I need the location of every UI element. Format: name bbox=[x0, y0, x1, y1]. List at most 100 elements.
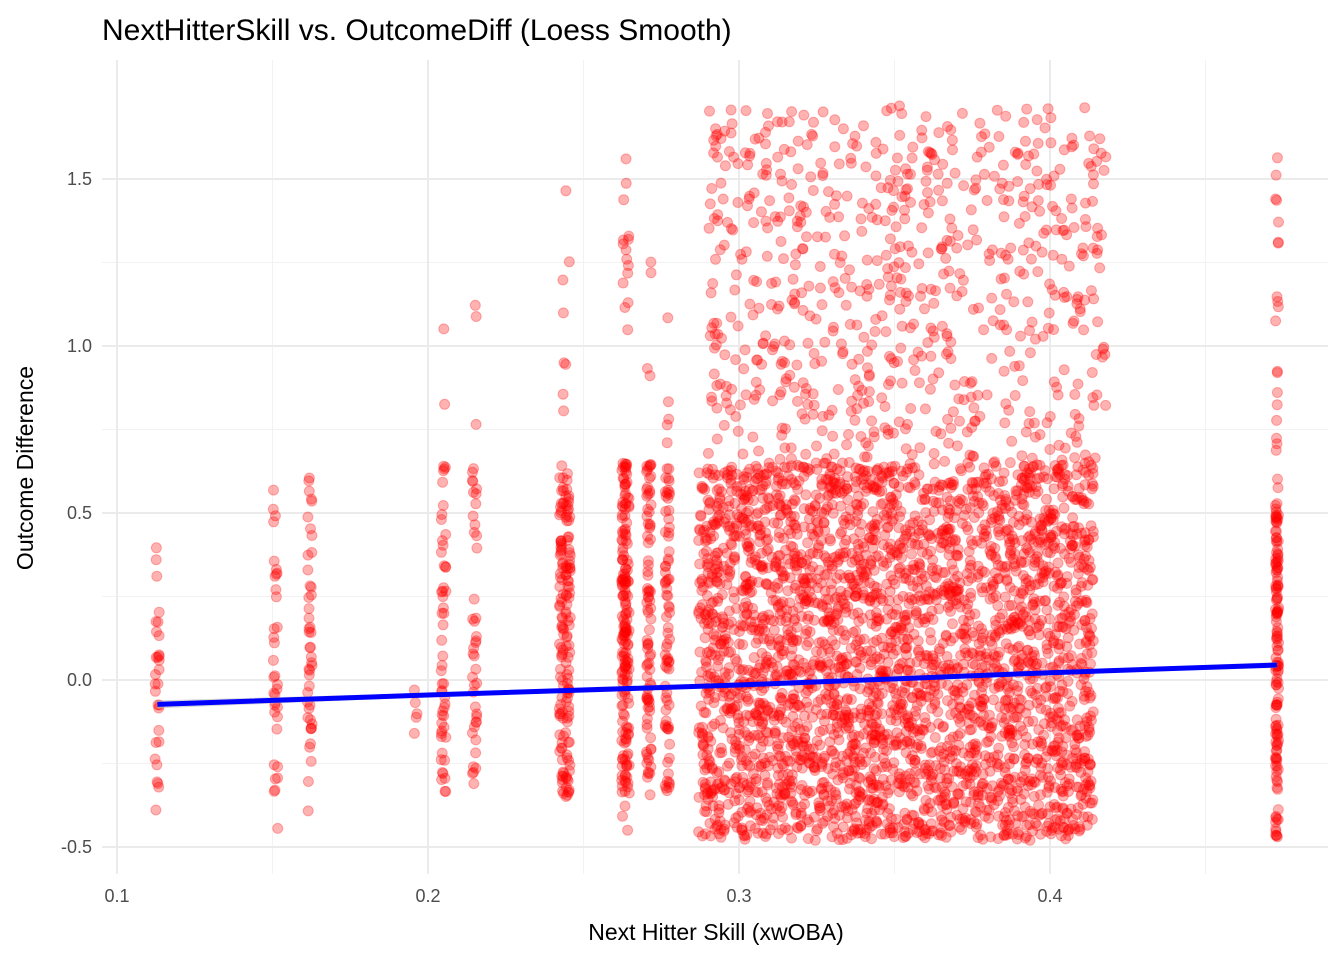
data-point bbox=[617, 574, 629, 586]
data-point bbox=[941, 777, 953, 789]
data-point bbox=[786, 106, 798, 118]
data-point bbox=[933, 532, 945, 544]
data-point bbox=[967, 490, 979, 502]
data-point bbox=[802, 833, 814, 845]
data-point bbox=[644, 518, 656, 530]
data-point bbox=[561, 599, 573, 610]
data-point bbox=[804, 750, 816, 762]
data-point bbox=[782, 470, 794, 482]
data-point bbox=[755, 814, 767, 826]
data-point bbox=[1008, 296, 1020, 308]
data-point bbox=[858, 120, 869, 132]
x-tick-label: 0.1 bbox=[104, 886, 129, 906]
data-point bbox=[946, 134, 958, 146]
data-point bbox=[622, 558, 634, 570]
data-point bbox=[931, 564, 943, 576]
data-point bbox=[833, 211, 845, 223]
data-point bbox=[879, 401, 891, 412]
data-point bbox=[802, 337, 814, 349]
data-point bbox=[789, 259, 801, 271]
data-point bbox=[1069, 408, 1081, 420]
data-point bbox=[642, 752, 654, 764]
data-point bbox=[662, 492, 674, 504]
data-point bbox=[707, 472, 719, 484]
data-point bbox=[820, 693, 832, 705]
data-point bbox=[817, 167, 829, 179]
data-point bbox=[702, 743, 714, 755]
data-point bbox=[1032, 137, 1044, 149]
data-point bbox=[641, 719, 653, 730]
data-point bbox=[719, 160, 731, 172]
data-point bbox=[437, 705, 449, 717]
data-point bbox=[468, 642, 480, 654]
data-point bbox=[863, 822, 875, 834]
data-point bbox=[660, 692, 672, 704]
data-point bbox=[641, 746, 652, 758]
data-point bbox=[1003, 819, 1015, 831]
data-point bbox=[1083, 498, 1095, 510]
data-point bbox=[564, 565, 576, 577]
data-point bbox=[700, 707, 712, 719]
data-point bbox=[882, 787, 894, 799]
data-point bbox=[747, 768, 759, 780]
data-point bbox=[834, 257, 846, 269]
data-point bbox=[854, 772, 866, 784]
data-point bbox=[1056, 759, 1068, 771]
data-point bbox=[874, 723, 886, 735]
data-point bbox=[785, 740, 797, 752]
data-point bbox=[760, 169, 772, 181]
data-point bbox=[1015, 330, 1026, 342]
data-point bbox=[645, 648, 657, 660]
data-point bbox=[808, 116, 819, 128]
data-point bbox=[1091, 247, 1103, 259]
data-point bbox=[557, 706, 568, 718]
data-point bbox=[617, 525, 628, 537]
data-point bbox=[873, 615, 885, 627]
data-point bbox=[740, 528, 752, 540]
data-point bbox=[880, 326, 892, 338]
data-point bbox=[556, 539, 568, 551]
data-point bbox=[621, 759, 633, 770]
data-point bbox=[662, 622, 674, 634]
data-point bbox=[620, 153, 632, 165]
data-point bbox=[868, 523, 880, 535]
data-point bbox=[1026, 687, 1038, 699]
data-point bbox=[733, 692, 745, 704]
data-point bbox=[766, 299, 777, 310]
data-point bbox=[885, 102, 897, 114]
data-point bbox=[661, 722, 673, 734]
data-point bbox=[438, 582, 450, 594]
data-point bbox=[933, 829, 944, 841]
data-point bbox=[891, 272, 903, 284]
data-point bbox=[901, 528, 913, 540]
data-point bbox=[811, 825, 823, 837]
data-point bbox=[557, 557, 569, 569]
data-point bbox=[977, 720, 989, 731]
data-point bbox=[1028, 790, 1040, 802]
data-point bbox=[408, 727, 420, 739]
data-point bbox=[620, 573, 632, 585]
data-point bbox=[740, 105, 752, 117]
data-point bbox=[153, 664, 165, 676]
data-point bbox=[771, 671, 783, 683]
data-point bbox=[270, 568, 282, 580]
data-point bbox=[851, 817, 863, 829]
data-point bbox=[830, 551, 842, 563]
data-point bbox=[560, 185, 572, 197]
data-point bbox=[302, 511, 314, 523]
data-point bbox=[850, 656, 862, 668]
data-point bbox=[777, 769, 789, 781]
data-point bbox=[769, 727, 781, 739]
data-point bbox=[439, 698, 451, 710]
data-point bbox=[663, 600, 675, 612]
data-point bbox=[821, 453, 833, 465]
data-point bbox=[989, 683, 1000, 694]
data-point bbox=[792, 733, 804, 745]
data-point bbox=[151, 626, 162, 638]
data-point bbox=[1030, 689, 1042, 701]
data-point bbox=[723, 787, 735, 799]
data-point bbox=[1084, 759, 1096, 771]
data-point bbox=[826, 795, 838, 806]
data-point bbox=[816, 636, 828, 648]
